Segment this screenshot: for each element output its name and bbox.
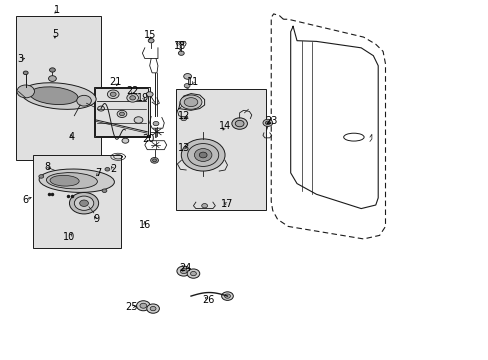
Circle shape xyxy=(150,157,158,163)
Circle shape xyxy=(122,138,128,143)
Text: 7: 7 xyxy=(95,168,102,178)
Text: 10: 10 xyxy=(63,232,76,242)
Text: 1: 1 xyxy=(54,5,60,15)
Ellipse shape xyxy=(50,175,79,186)
Circle shape xyxy=(150,306,156,311)
Text: 22: 22 xyxy=(126,86,139,96)
Circle shape xyxy=(153,121,159,126)
Text: 3: 3 xyxy=(18,54,24,64)
Bar xyxy=(94,87,149,137)
Circle shape xyxy=(224,294,230,298)
Text: 19: 19 xyxy=(137,93,149,103)
Circle shape xyxy=(119,112,124,116)
Bar xyxy=(16,16,101,160)
Text: 21: 21 xyxy=(109,77,122,87)
Text: 5: 5 xyxy=(52,28,58,39)
Circle shape xyxy=(80,200,88,206)
Text: 8: 8 xyxy=(44,162,51,172)
Ellipse shape xyxy=(184,98,198,107)
Text: 9: 9 xyxy=(93,214,99,224)
Circle shape xyxy=(69,193,99,214)
Circle shape xyxy=(235,120,244,127)
Text: 13: 13 xyxy=(177,143,189,153)
Circle shape xyxy=(77,95,91,106)
Circle shape xyxy=(110,92,116,96)
Circle shape xyxy=(183,73,191,79)
Circle shape xyxy=(180,269,187,274)
Text: 2: 2 xyxy=(110,164,116,174)
Circle shape xyxy=(263,119,272,126)
Circle shape xyxy=(39,175,43,178)
Ellipse shape xyxy=(21,83,96,109)
Text: 18: 18 xyxy=(174,41,186,51)
Ellipse shape xyxy=(180,95,202,109)
Circle shape xyxy=(102,189,107,193)
Text: 11: 11 xyxy=(187,77,199,87)
Text: 14: 14 xyxy=(219,121,231,131)
Circle shape xyxy=(201,203,207,208)
Circle shape xyxy=(265,121,270,125)
Circle shape xyxy=(140,303,146,308)
Polygon shape xyxy=(95,88,148,136)
Circle shape xyxy=(231,118,247,129)
Circle shape xyxy=(152,159,156,162)
Circle shape xyxy=(187,269,200,278)
Text: 15: 15 xyxy=(143,30,156,40)
Circle shape xyxy=(179,42,183,45)
Text: 4: 4 xyxy=(69,132,75,142)
Bar xyxy=(176,89,266,210)
Text: 24: 24 xyxy=(179,262,191,273)
Circle shape xyxy=(181,116,186,121)
Ellipse shape xyxy=(39,169,114,192)
Text: 26: 26 xyxy=(202,295,214,305)
Text: 12: 12 xyxy=(177,111,189,121)
Circle shape xyxy=(126,94,138,102)
Circle shape xyxy=(105,167,110,171)
Ellipse shape xyxy=(46,173,97,189)
Text: 20: 20 xyxy=(142,134,154,144)
Circle shape xyxy=(181,139,224,171)
Circle shape xyxy=(136,301,150,311)
Circle shape xyxy=(98,106,104,111)
Text: 25: 25 xyxy=(125,302,138,312)
Text: 17: 17 xyxy=(221,199,233,209)
Circle shape xyxy=(129,96,135,100)
Circle shape xyxy=(146,304,159,313)
Circle shape xyxy=(177,266,190,276)
Circle shape xyxy=(184,84,190,88)
Circle shape xyxy=(199,152,206,158)
Circle shape xyxy=(146,92,153,97)
Text: 16: 16 xyxy=(139,220,151,230)
Ellipse shape xyxy=(30,87,78,104)
Circle shape xyxy=(17,85,34,98)
Circle shape xyxy=(221,292,233,300)
Circle shape xyxy=(117,111,126,117)
Circle shape xyxy=(148,39,154,43)
Circle shape xyxy=(23,71,28,75)
Text: 6: 6 xyxy=(22,195,29,204)
Bar xyxy=(33,155,120,248)
Circle shape xyxy=(48,76,56,81)
Circle shape xyxy=(134,117,142,123)
Circle shape xyxy=(74,196,94,210)
Circle shape xyxy=(178,51,184,55)
Circle shape xyxy=(194,149,211,161)
Circle shape xyxy=(49,68,55,72)
Circle shape xyxy=(190,271,196,276)
Circle shape xyxy=(107,90,119,99)
Text: 23: 23 xyxy=(264,116,277,126)
Circle shape xyxy=(187,144,218,166)
